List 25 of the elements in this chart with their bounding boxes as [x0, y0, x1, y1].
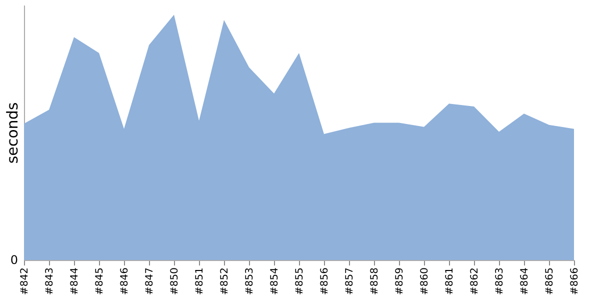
x-tick-label: #859: [394, 268, 406, 295]
x-tick-label: #843: [44, 268, 56, 295]
x-tick-label: #864: [520, 268, 530, 295]
x-tick-label: #863: [494, 268, 506, 295]
x-tick-label: #858: [370, 268, 380, 295]
x-tick-label: #842: [20, 268, 30, 295]
x-tick-label: #847: [144, 268, 156, 295]
x-tick-label: #854: [270, 268, 280, 295]
x-tick-label: #866: [570, 268, 580, 295]
x-tick-label: #855: [294, 268, 306, 295]
x-tick-label: #861: [444, 268, 456, 295]
x-tick-label: #856: [320, 268, 330, 295]
x-tick-label: #865: [544, 268, 556, 295]
x-tick-label: #845: [94, 268, 106, 295]
x-tick-label: #851: [194, 268, 206, 295]
y-axis-title: seconds: [4, 102, 22, 164]
text: 0: [10, 253, 18, 267]
x-tick-label: #844: [70, 268, 80, 295]
x-tick-label: #852: [220, 268, 230, 295]
x-tick-label: #850: [170, 268, 180, 295]
x-tick-label: #857: [344, 268, 356, 295]
x-tick-label: #853: [244, 268, 256, 295]
x-tick-label: #860: [420, 268, 430, 295]
x-tick-label: #846: [120, 268, 130, 295]
x-tick-label: #862: [470, 268, 480, 295]
